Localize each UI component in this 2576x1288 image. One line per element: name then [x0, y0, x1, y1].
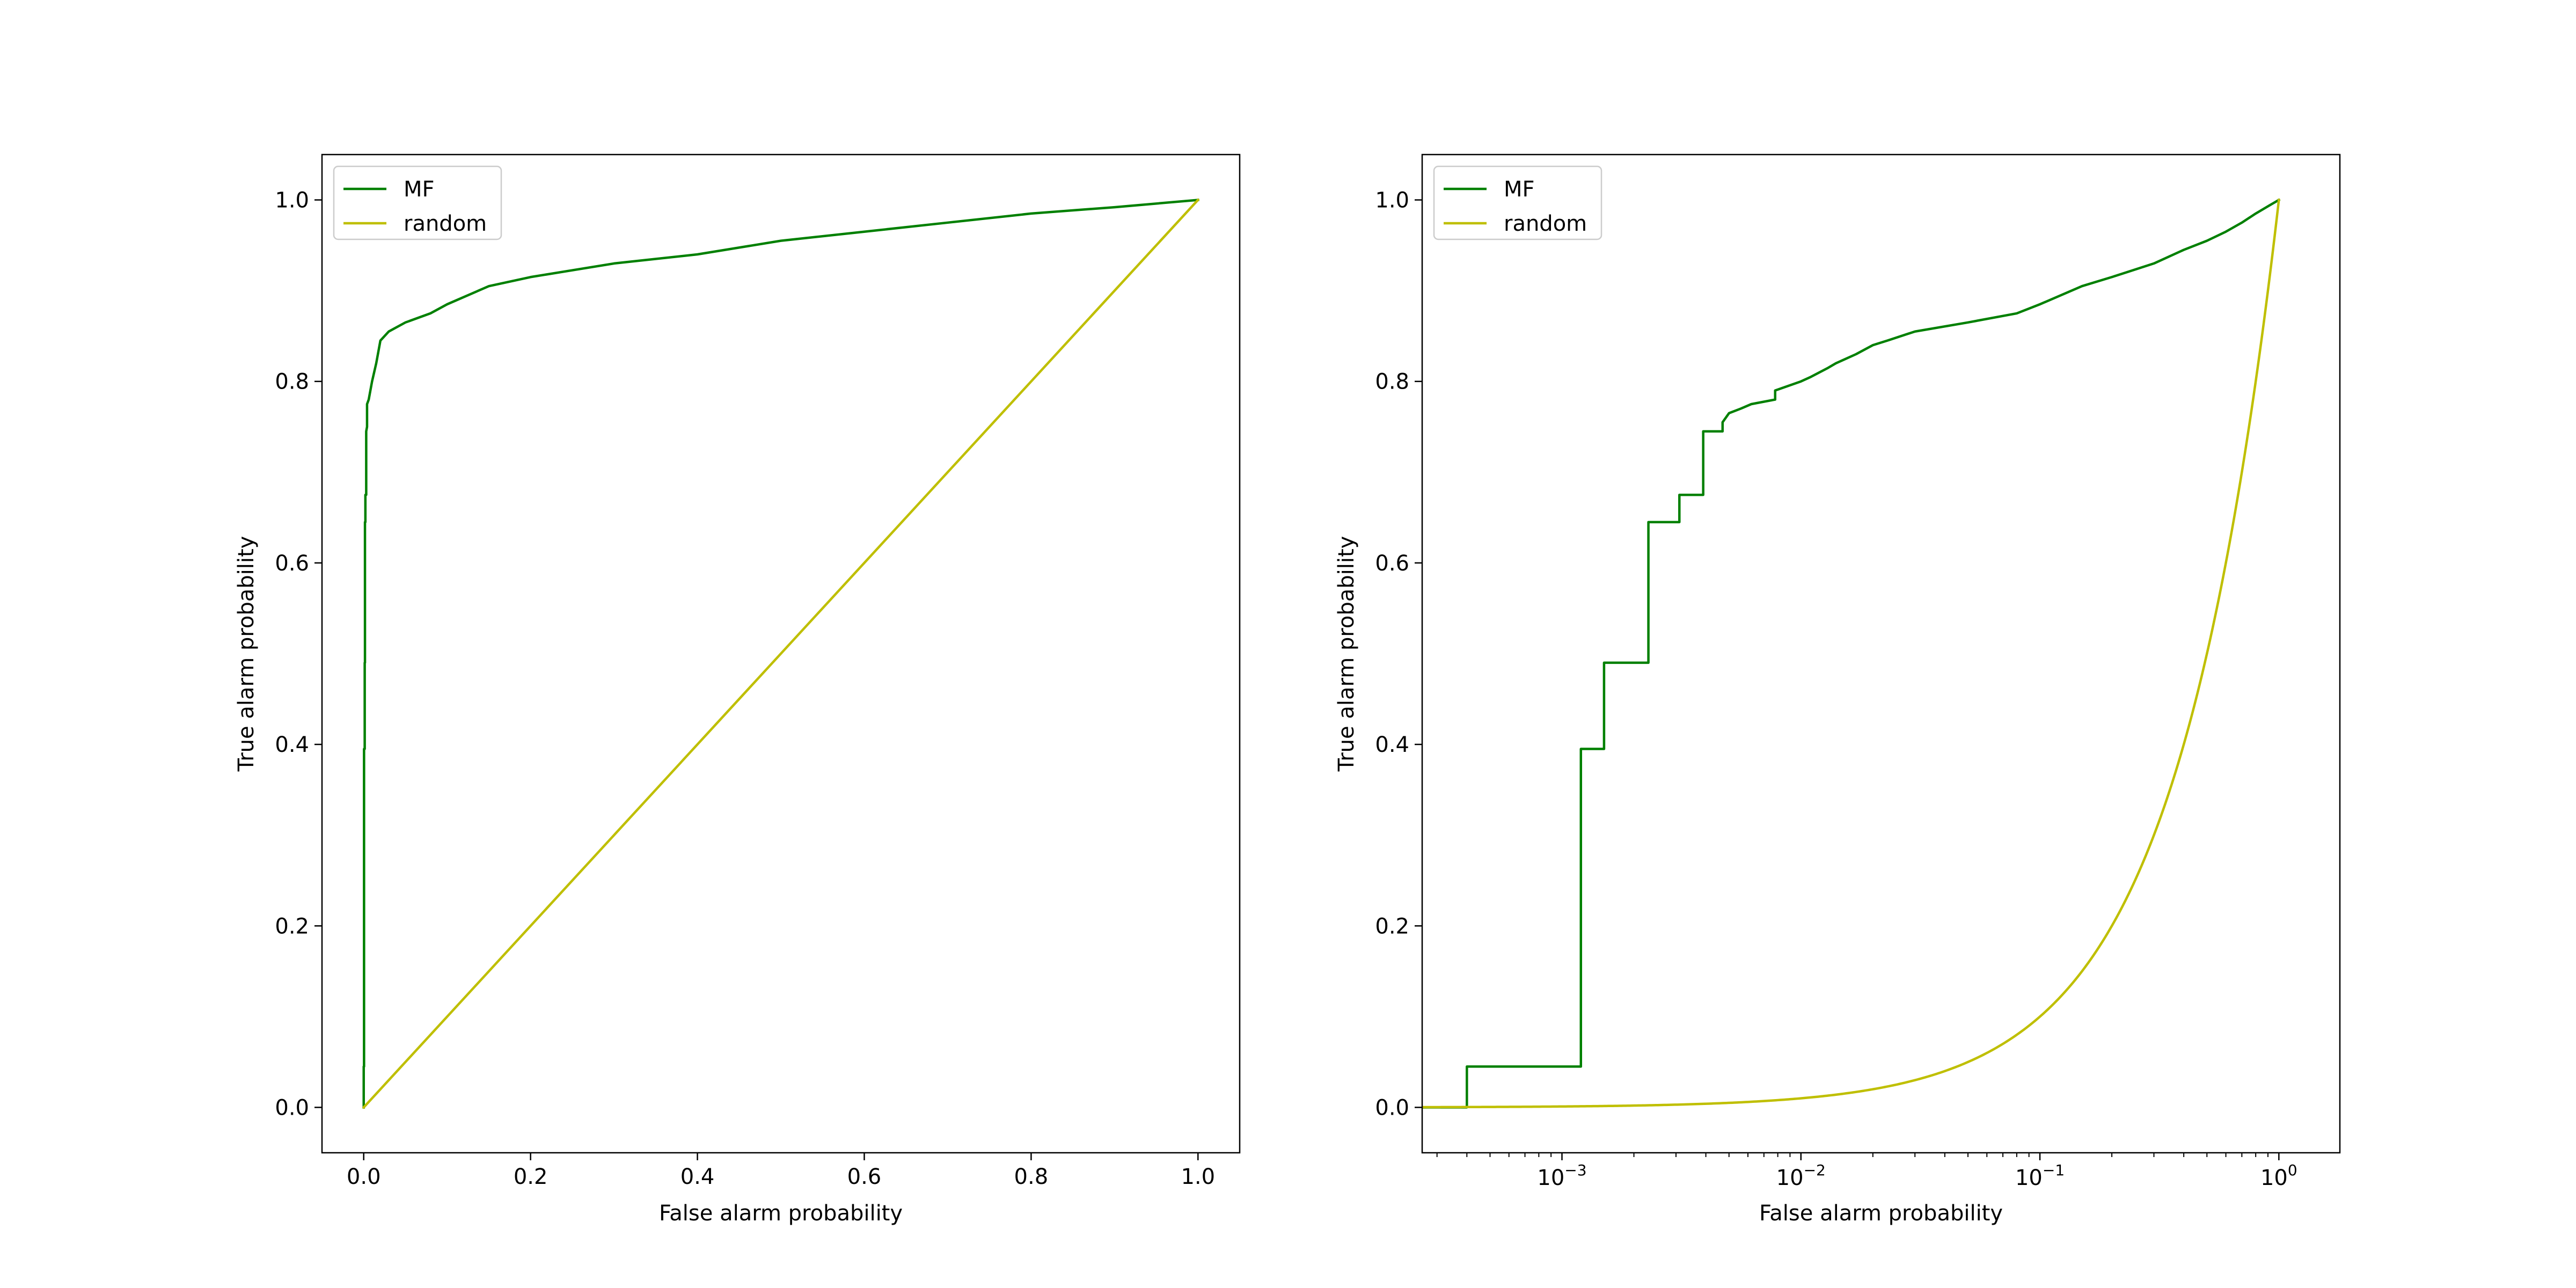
right-chart-panel: 0.0 0.2 0.4 0.6 0.8 1.0 10−3 10−2 10−1 100 False a…: [1334, 153, 2341, 1226]
legend-label-MF: MF: [1504, 177, 1535, 202]
legend-label-random: random: [404, 211, 487, 236]
x-tick-label: 10−2: [1776, 1161, 1826, 1190]
legend: MF random: [333, 165, 502, 240]
y-tick-label: 0.6: [1375, 551, 1409, 576]
y-tick-label: 0.2: [1375, 914, 1409, 939]
series-line-MF: [1422, 198, 2281, 1109]
x-axis-label: False alarm probability: [1759, 1201, 2003, 1226]
y-tick-label: 0.4: [1375, 733, 1409, 757]
series-line-random: [362, 198, 1200, 1109]
series-line-MF: [362, 199, 1199, 1109]
y-axis-label: True alarm probability: [234, 536, 259, 772]
x-tick-label: 10−3: [1537, 1161, 1586, 1190]
x-tick-label: 0.6: [847, 1165, 882, 1189]
left-chart-panel: 0.0 0.2 0.4 0.6 0.8 1.0 0.0 0.2 0.4 0.6 0.8 1.0 Fals…: [234, 153, 1241, 1226]
y-tick-label: 0.0: [1375, 1095, 1409, 1120]
x-tick-label: 10−1: [2015, 1161, 2065, 1190]
x-tick-label: 0.4: [680, 1165, 715, 1189]
y-tick-label: 0.8: [275, 370, 309, 394]
y-tick-label: 0.8: [1375, 370, 1409, 394]
y-tick-label: 0.2: [275, 914, 309, 939]
legend-box: [333, 165, 502, 240]
x-tick-label: 0.8: [1014, 1165, 1049, 1189]
legend-label-random: random: [1504, 211, 1587, 236]
x-tick-label: 100: [2260, 1161, 2297, 1190]
legend-label-MF: MF: [404, 177, 435, 202]
y-tick-label: 1.0: [275, 188, 309, 213]
y-tick-label: 1.0: [1375, 188, 1409, 213]
axes-frame: [1421, 153, 2341, 1154]
legend: MF random: [1433, 165, 1602, 240]
x-tick-label: 1.0: [1181, 1165, 1215, 1189]
y-tick-label: 0.4: [275, 733, 309, 757]
y-tick-label: 0.6: [275, 551, 309, 576]
legend-box: [1433, 165, 1602, 240]
plot-area: [1422, 198, 2281, 1109]
x-axis-label: False alarm probability: [659, 1201, 903, 1226]
x-tick-label: 0.0: [347, 1165, 381, 1189]
axes-frame: [321, 153, 1241, 1154]
series-line-random: [1422, 199, 2280, 1109]
plot-area: [362, 198, 1200, 1109]
y-axis-label: True alarm probability: [1334, 536, 1359, 772]
x-tick-label: 0.2: [514, 1165, 548, 1189]
y-tick-label: 0.0: [275, 1095, 309, 1120]
